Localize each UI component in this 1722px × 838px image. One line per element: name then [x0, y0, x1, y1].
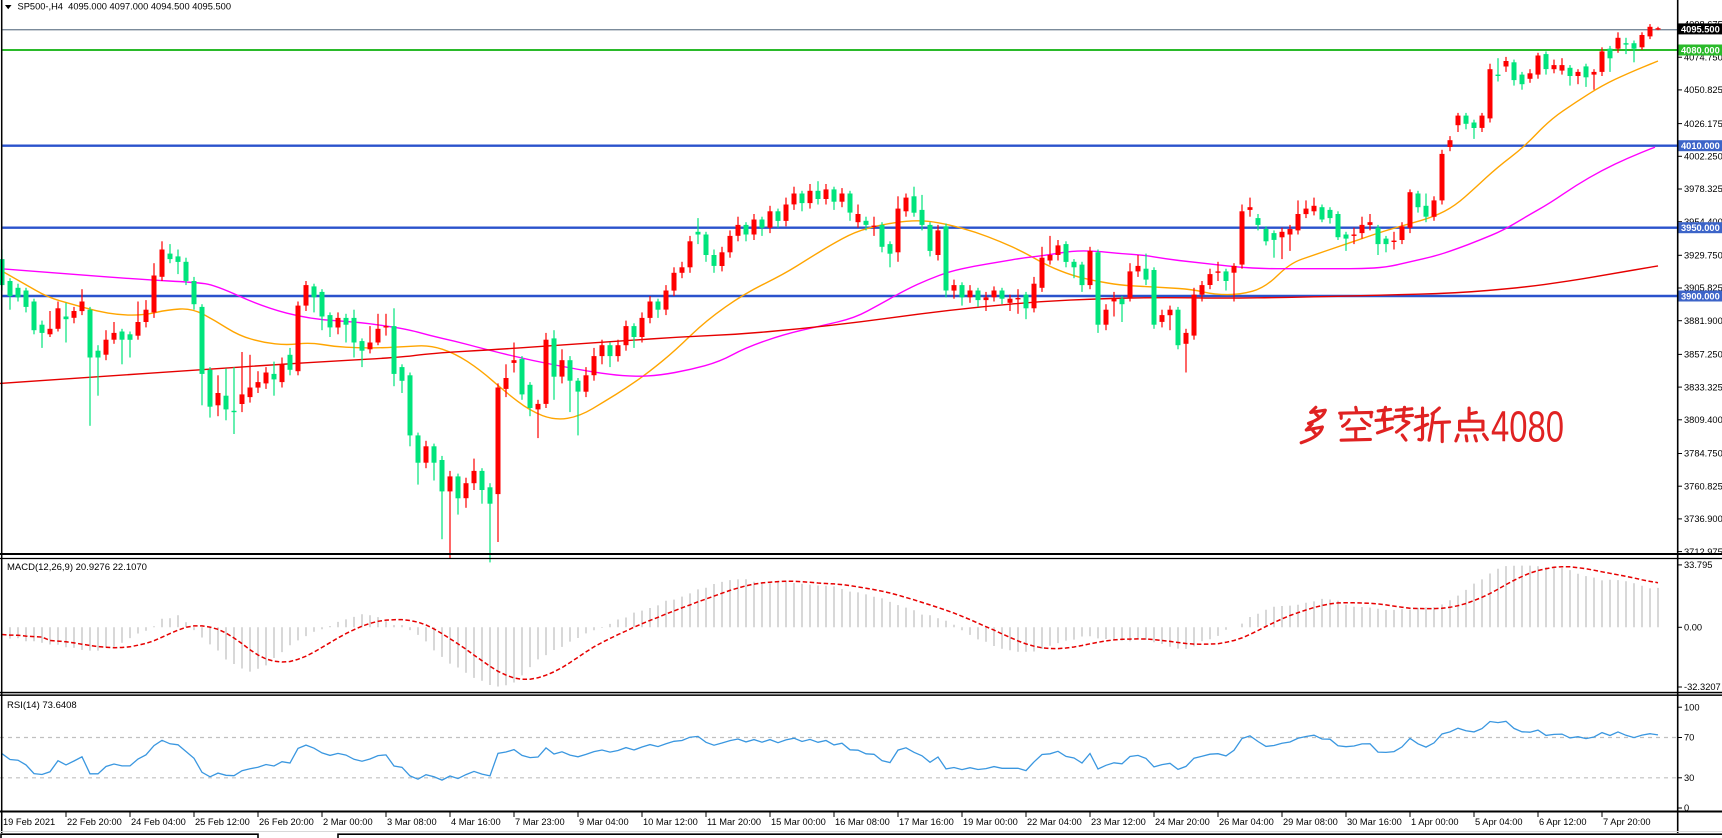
svg-text:3736.900: 3736.900: [1684, 514, 1722, 524]
svg-text:3712.975: 3712.975: [1684, 547, 1722, 557]
svg-text:4010.000: 4010.000: [1681, 141, 1720, 151]
svg-text:4095.500: 4095.500: [1681, 24, 1720, 34]
svg-text:3905.825: 3905.825: [1684, 283, 1722, 293]
svg-text:26 Feb 20:00: 26 Feb 20:00: [259, 817, 314, 827]
svg-text:19 Mar 00:00: 19 Mar 00:00: [963, 817, 1018, 827]
svg-text:22 Feb 20:00: 22 Feb 20:00: [67, 817, 122, 827]
svg-text:11 Mar 20:00: 11 Mar 20:00: [707, 817, 761, 827]
svg-text:3 Mar 08:00: 3 Mar 08:00: [387, 817, 437, 827]
svg-text:23 Mar 12:00: 23 Mar 12:00: [1091, 817, 1146, 827]
svg-text:4080: 4080: [1491, 403, 1564, 452]
svg-text:RSI(14) 73.6408: RSI(14) 73.6408: [7, 700, 77, 711]
svg-text:100: 100: [1684, 703, 1700, 713]
svg-text:3881.900: 3881.900: [1684, 316, 1722, 326]
svg-text:5 Apr 04:00: 5 Apr 04:00: [1475, 817, 1523, 827]
svg-text:6 Apr 12:00: 6 Apr 12:00: [1539, 817, 1587, 827]
svg-text:0.00: 0.00: [1684, 623, 1702, 633]
svg-text:1 Apr 00:00: 1 Apr 00:00: [1411, 817, 1459, 827]
svg-text:3833.325: 3833.325: [1684, 382, 1722, 392]
svg-text:3809.400: 3809.400: [1684, 415, 1722, 425]
svg-text:24 Feb 04:00: 24 Feb 04:00: [131, 817, 186, 827]
svg-text:4050.825: 4050.825: [1684, 85, 1722, 95]
svg-text:2 Mar 00:00: 2 Mar 00:00: [323, 817, 373, 827]
svg-text:3900.000: 3900.000: [1681, 291, 1720, 301]
svg-text:15 Mar 00:00: 15 Mar 00:00: [771, 817, 826, 827]
svg-text:3760.825: 3760.825: [1684, 481, 1722, 491]
svg-text:29 Mar 08:00: 29 Mar 08:00: [1283, 817, 1338, 827]
svg-text:9 Mar 04:00: 9 Mar 04:00: [579, 817, 629, 827]
svg-text:10 Mar 12:00: 10 Mar 12:00: [643, 817, 698, 827]
svg-text:3857.250: 3857.250: [1684, 350, 1722, 360]
svg-text:30 Mar 16:00: 30 Mar 16:00: [1347, 817, 1402, 827]
svg-text:7 Mar 23:00: 7 Mar 23:00: [515, 817, 565, 827]
svg-text:4002.250: 4002.250: [1684, 152, 1722, 162]
svg-text:22 Mar 04:00: 22 Mar 04:00: [1027, 817, 1082, 827]
svg-text:7 Apr 20:00: 7 Apr 20:00: [1603, 817, 1651, 827]
svg-text:33.795: 33.795: [1684, 560, 1712, 570]
svg-text:30: 30: [1684, 773, 1694, 783]
svg-text:3954.400: 3954.400: [1684, 217, 1722, 227]
svg-text:3950.000: 3950.000: [1681, 223, 1720, 233]
svg-text:4074.750: 4074.750: [1684, 52, 1722, 62]
svg-text:4 Mar 16:00: 4 Mar 16:00: [451, 817, 501, 827]
svg-text:25 Feb 12:00: 25 Feb 12:00: [195, 817, 250, 827]
svg-text:16 Mar 08:00: 16 Mar 08:00: [835, 817, 890, 827]
svg-text:17 Mar 16:00: 17 Mar 16:00: [899, 817, 954, 827]
svg-text:3978.325: 3978.325: [1684, 184, 1722, 194]
svg-text:4080.000: 4080.000: [1681, 45, 1720, 55]
svg-text:MACD(12,26,9) 20.9276 22.1070: MACD(12,26,9) 20.9276 22.1070: [7, 562, 147, 573]
svg-text:0: 0: [1684, 803, 1689, 813]
svg-text:24 Mar 20:00: 24 Mar 20:00: [1155, 817, 1210, 827]
svg-text:19 Feb 2021: 19 Feb 2021: [3, 817, 55, 827]
svg-text:3929.750: 3929.750: [1684, 251, 1722, 261]
svg-text:SP500-,H4 4095.000 4097.000 4: SP500-,H4 4095.000 4097.000 4094.500 409…: [18, 2, 232, 12]
svg-text:-32.3207: -32.3207: [1684, 682, 1721, 692]
svg-text:26 Mar 04:00: 26 Mar 04:00: [1219, 817, 1274, 827]
svg-text:3784.750: 3784.750: [1684, 449, 1722, 459]
svg-text:4026.175: 4026.175: [1684, 119, 1722, 129]
svg-text:70: 70: [1684, 733, 1694, 743]
